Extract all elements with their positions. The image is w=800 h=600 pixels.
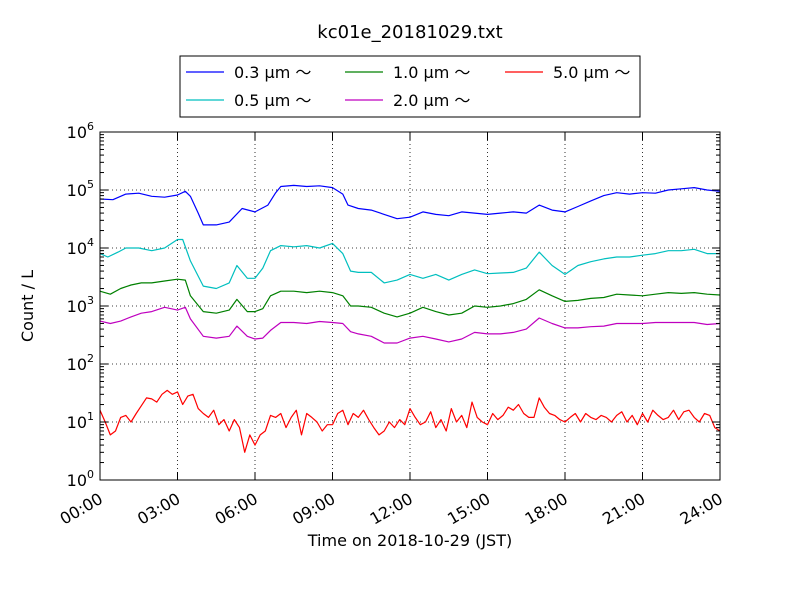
legend-label-2: 1.0 μm ～ bbox=[393, 63, 470, 82]
x-tick-label: 18:00 bbox=[522, 489, 571, 529]
y-tick-label: 104 bbox=[67, 236, 94, 258]
x-axis-label: Time on 2018-10-29 (JST) bbox=[307, 531, 512, 550]
y-tick-base: 10 bbox=[67, 413, 87, 432]
legend: 0.3 μm ～ 0.5 μm ～ 1.0 μm ～ 2.0 μm ～ 5.0 μm ～ bbox=[179, 55, 641, 118]
legend-label-3: 2.0 μm ～ bbox=[393, 91, 470, 110]
y-tick-exponent: 0 bbox=[87, 468, 94, 481]
y-tick-base: 10 bbox=[67, 181, 87, 200]
series-line-3 bbox=[99, 306, 721, 344]
x-tick-label: 09:00 bbox=[289, 489, 338, 529]
y-tick-exponent: 5 bbox=[87, 178, 94, 191]
y-tick-exponent: 4 bbox=[87, 236, 94, 249]
y-tick-label: 102 bbox=[67, 352, 94, 374]
grid bbox=[100, 132, 720, 480]
y-tick-label: 103 bbox=[67, 294, 94, 316]
y-tick-label: 105 bbox=[67, 178, 94, 200]
x-axis-ticks: 00:00 03:00 06:00 09:00 12:00 15:00 18:00 21:00… bbox=[57, 132, 726, 529]
series-layer bbox=[99, 184, 721, 453]
series-line-0 bbox=[99, 184, 721, 226]
y-tick-base: 10 bbox=[67, 239, 87, 258]
series-line-1 bbox=[99, 238, 720, 290]
legend-label-0: 0.3 μm ～ bbox=[234, 63, 311, 82]
x-tick-label: 03:00 bbox=[134, 489, 183, 529]
y-tick-base: 10 bbox=[67, 123, 87, 142]
y-axis-label: Count / L bbox=[18, 270, 37, 342]
y-tick-exponent: 6 bbox=[87, 120, 94, 133]
series-line-2 bbox=[99, 278, 721, 318]
x-tick-label: 00:00 bbox=[57, 489, 106, 529]
y-tick-exponent: 1 bbox=[87, 410, 94, 423]
y-tick-label: 101 bbox=[67, 410, 94, 432]
legend-label-4: 5.0 μm ～ bbox=[553, 63, 630, 82]
x-tick-label: 24:00 bbox=[677, 489, 726, 529]
series-line-4 bbox=[99, 389, 721, 453]
y-tick-label: 106 bbox=[67, 120, 94, 142]
legend-box bbox=[179, 55, 641, 118]
y-tick-base: 10 bbox=[67, 355, 87, 374]
y-tick-base: 10 bbox=[67, 471, 87, 490]
x-tick-label: 12:00 bbox=[367, 489, 416, 529]
legend-label-1: 0.5 μm ～ bbox=[234, 91, 311, 110]
y-tick-exponent: 2 bbox=[87, 352, 94, 365]
x-tick-label: 15:00 bbox=[444, 489, 493, 529]
y-tick-label: 100 bbox=[67, 468, 94, 490]
x-tick-label: 21:00 bbox=[599, 489, 648, 529]
y-tick-base: 10 bbox=[67, 297, 87, 316]
y-tick-exponent: 3 bbox=[87, 294, 94, 307]
x-tick-label: 06:00 bbox=[212, 489, 261, 529]
chart-title: kc01e_20181029.txt bbox=[317, 22, 502, 43]
